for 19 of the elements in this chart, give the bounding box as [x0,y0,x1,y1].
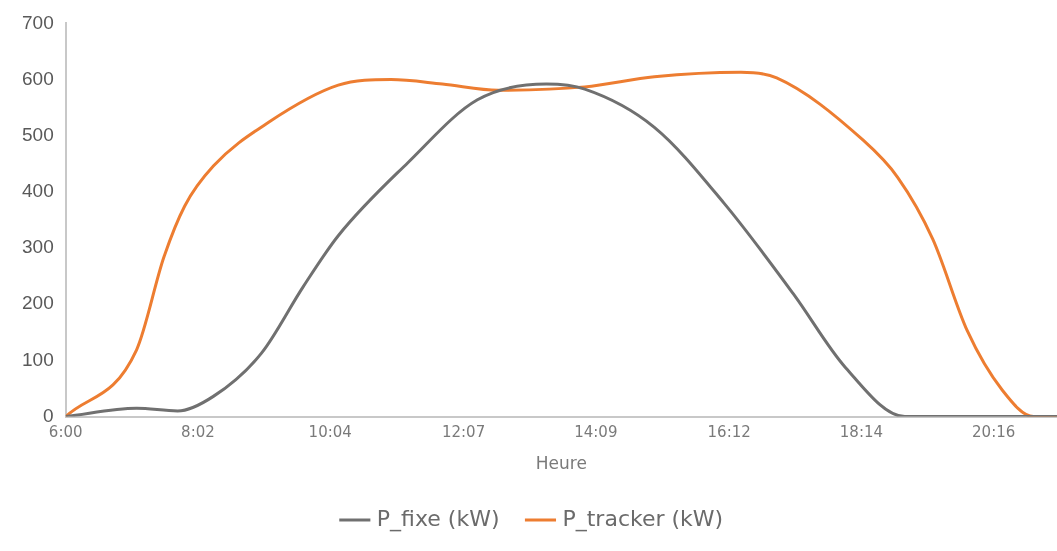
y-tick-label: 500 [22,123,54,145]
x-tick-label: 20:16 [972,423,1016,442]
x-tick-label: 6:00 [48,423,83,442]
y-tick-label: 600 [22,67,54,89]
y-tick-label: 300 [22,236,54,258]
x-tick-label: 10:04 [308,423,352,442]
x-tick-label: 16:12 [707,423,751,442]
y-tick-label: 100 [22,348,54,370]
y-tick-label: 0 [43,404,54,426]
x-tick-label: 12:07 [441,423,486,442]
x-tick-label: 18:14 [839,423,884,442]
x-tick-label: 8:02 [181,423,215,442]
legend-label: P_fixe (kW) [376,505,500,532]
y-tick-label: 700 [22,11,54,33]
y-tick-label: 200 [22,292,54,314]
x-axis-title: Heure [535,453,587,474]
y-tick-label: 400 [22,180,54,202]
x-tick-label: 14:09 [574,423,618,442]
legend-label: P_tracker (kW) [562,505,724,532]
